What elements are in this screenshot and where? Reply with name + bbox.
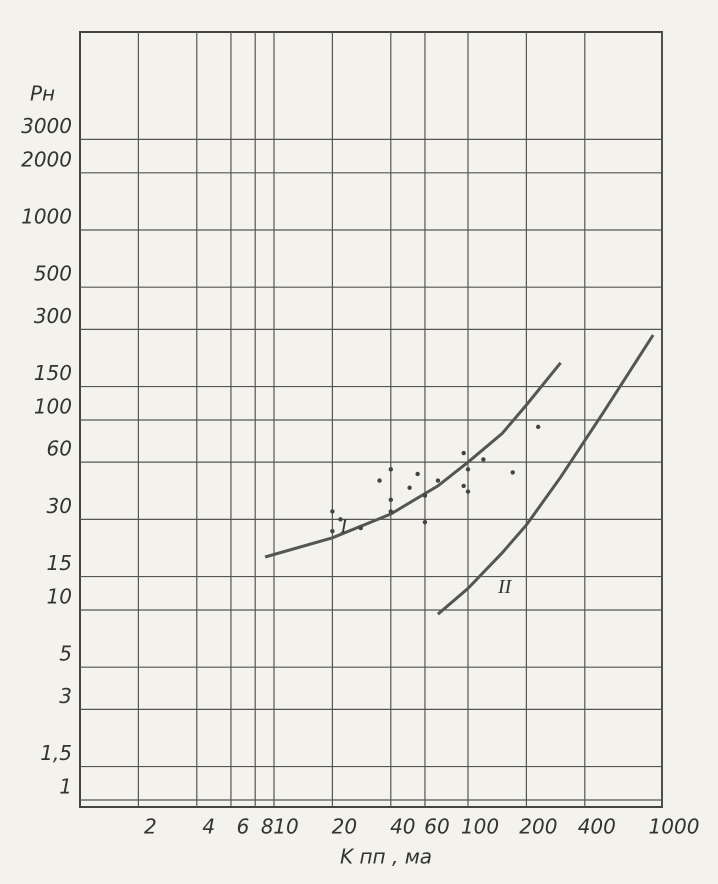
y-axis-label: Pн — [30, 82, 55, 106]
y-tick-label: 300 — [34, 304, 72, 328]
curve-label: I — [339, 515, 348, 537]
y-tick-label: 2000 — [21, 147, 72, 171]
data-point — [330, 509, 335, 514]
y-tick-label: 1 — [59, 775, 72, 799]
curve-label: II — [497, 576, 513, 598]
x-tick-label: 40 — [390, 815, 415, 839]
y-tick-label: 10 — [47, 585, 72, 609]
y-tick-label: 5 — [59, 642, 72, 666]
y-tick-label: 15 — [47, 551, 72, 575]
data-point — [461, 483, 466, 489]
data-point — [422, 519, 428, 525]
data-point — [338, 517, 343, 522]
x-tick-label: 400 — [578, 815, 616, 839]
curve — [436, 334, 655, 616]
data-point — [388, 467, 393, 472]
data-point — [510, 470, 515, 475]
data-point — [422, 493, 428, 498]
data-point — [358, 525, 363, 531]
y-tick-label: 100 — [34, 395, 72, 419]
data-point — [415, 471, 420, 477]
data-point — [461, 450, 466, 456]
curve — [264, 361, 562, 559]
data-point — [481, 457, 486, 462]
x-tick-label: 20 — [332, 815, 357, 839]
data-point — [407, 485, 412, 490]
x-tick-label: 1000 — [649, 815, 700, 839]
x-tick-label: 8 — [261, 815, 274, 839]
x-axis-label: K пп , ма — [340, 845, 432, 869]
data-point — [388, 497, 393, 503]
x-tick-label: 4 — [202, 815, 215, 839]
data-point — [435, 478, 441, 483]
x-tick-label: 60 — [424, 815, 449, 839]
data-point — [388, 509, 393, 514]
y-tick-label: 150 — [34, 361, 72, 385]
data-point — [535, 424, 541, 430]
y-tick-label: 500 — [34, 262, 72, 286]
y-tick-label: 1000 — [21, 205, 72, 229]
data-point — [465, 489, 471, 494]
x-tick-label: 6 — [237, 815, 250, 839]
data-point — [465, 467, 471, 472]
x-tick-label: 200 — [519, 815, 557, 839]
x-tick-label: 100 — [461, 815, 499, 839]
x-tick-label: 2 — [144, 815, 157, 839]
y-tick-label: 3 — [59, 684, 72, 708]
data-point — [330, 528, 335, 534]
y-tick-label: 3000 — [21, 114, 72, 138]
y-tick-label: 60 — [47, 437, 72, 461]
y-tick-label: 1,5 — [40, 741, 72, 765]
data-point — [377, 478, 382, 483]
y-tick-label: 30 — [47, 494, 72, 518]
x-tick-label: 10 — [273, 815, 298, 839]
